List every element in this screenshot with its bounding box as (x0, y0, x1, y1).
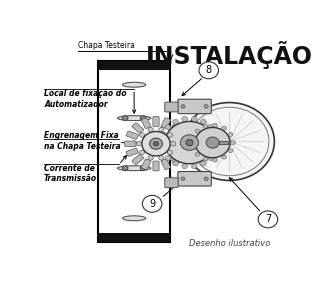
Bar (98, 233, 170, 242)
Circle shape (228, 132, 233, 136)
Circle shape (203, 157, 208, 161)
Circle shape (167, 150, 173, 155)
Text: INSTALAÇÃO: INSTALAÇÃO (146, 41, 313, 69)
Circle shape (173, 161, 178, 166)
Circle shape (153, 142, 159, 146)
Circle shape (222, 126, 226, 130)
Circle shape (192, 116, 197, 121)
Bar (98, 61, 170, 242)
Text: 7: 7 (265, 214, 271, 224)
Circle shape (195, 152, 200, 156)
FancyBboxPatch shape (132, 154, 144, 164)
Circle shape (191, 136, 195, 140)
Circle shape (173, 119, 178, 124)
FancyBboxPatch shape (153, 161, 159, 171)
Circle shape (165, 121, 214, 164)
FancyBboxPatch shape (168, 154, 180, 164)
Circle shape (186, 140, 193, 146)
Ellipse shape (123, 216, 146, 221)
Circle shape (214, 140, 220, 145)
Circle shape (139, 133, 145, 137)
Circle shape (160, 148, 166, 153)
Bar (98, 61, 170, 70)
Ellipse shape (123, 82, 146, 87)
Circle shape (159, 140, 164, 145)
Circle shape (181, 177, 185, 181)
Circle shape (148, 156, 153, 160)
Circle shape (231, 141, 235, 144)
Circle shape (140, 116, 146, 121)
Circle shape (182, 116, 188, 121)
Bar (218, 141, 227, 144)
Circle shape (191, 145, 195, 149)
Circle shape (122, 116, 128, 121)
Circle shape (204, 105, 208, 108)
Circle shape (148, 127, 153, 132)
Ellipse shape (118, 116, 151, 121)
FancyBboxPatch shape (165, 178, 178, 188)
Circle shape (199, 62, 218, 79)
Circle shape (213, 132, 218, 137)
Circle shape (201, 161, 206, 166)
FancyBboxPatch shape (153, 116, 159, 126)
Circle shape (140, 166, 146, 171)
Circle shape (213, 158, 217, 162)
Text: 9: 9 (149, 199, 155, 209)
Circle shape (139, 150, 145, 155)
Circle shape (159, 156, 164, 160)
Circle shape (159, 127, 164, 132)
FancyBboxPatch shape (132, 123, 144, 133)
Circle shape (184, 103, 274, 180)
Circle shape (213, 123, 217, 127)
Text: Desenho ilustrativo: Desenho ilustrativo (189, 239, 270, 248)
Circle shape (165, 125, 171, 129)
FancyBboxPatch shape (126, 131, 138, 139)
FancyBboxPatch shape (126, 148, 138, 156)
Circle shape (182, 164, 188, 169)
Circle shape (213, 148, 218, 153)
Circle shape (204, 177, 208, 181)
Circle shape (181, 135, 199, 150)
Circle shape (203, 124, 208, 128)
Text: Engrenagem Fixa
na Chapa Testeira: Engrenagem Fixa na Chapa Testeira (44, 131, 121, 151)
FancyBboxPatch shape (176, 141, 187, 147)
Text: 8: 8 (206, 65, 212, 75)
FancyBboxPatch shape (141, 118, 151, 129)
Circle shape (222, 155, 226, 159)
Circle shape (206, 137, 219, 148)
Circle shape (192, 164, 197, 169)
FancyBboxPatch shape (161, 118, 171, 129)
Circle shape (258, 211, 278, 228)
Circle shape (149, 138, 162, 149)
Text: Corrente de
Transmissão: Corrente de Transmissão (44, 164, 97, 183)
Circle shape (165, 155, 171, 160)
Text: Chapa Testeira: Chapa Testeira (78, 41, 134, 50)
Circle shape (171, 142, 176, 146)
FancyBboxPatch shape (168, 123, 180, 133)
FancyBboxPatch shape (124, 141, 136, 147)
FancyBboxPatch shape (174, 148, 186, 156)
Circle shape (167, 133, 173, 137)
FancyBboxPatch shape (165, 102, 178, 112)
Circle shape (181, 105, 185, 108)
Circle shape (136, 142, 141, 146)
Circle shape (195, 127, 230, 158)
Circle shape (208, 155, 213, 160)
Circle shape (160, 132, 166, 137)
Text: Local de fixação do
Automatizador: Local de fixação do Automatizador (44, 89, 126, 109)
FancyBboxPatch shape (178, 99, 211, 114)
FancyBboxPatch shape (174, 131, 186, 139)
Ellipse shape (118, 166, 151, 171)
Circle shape (122, 166, 128, 171)
Circle shape (201, 119, 206, 124)
Circle shape (142, 195, 162, 212)
Circle shape (195, 129, 200, 133)
FancyBboxPatch shape (161, 159, 171, 170)
FancyBboxPatch shape (141, 159, 151, 170)
FancyBboxPatch shape (178, 172, 211, 186)
Circle shape (208, 125, 213, 129)
Circle shape (142, 131, 170, 156)
Circle shape (228, 149, 233, 153)
